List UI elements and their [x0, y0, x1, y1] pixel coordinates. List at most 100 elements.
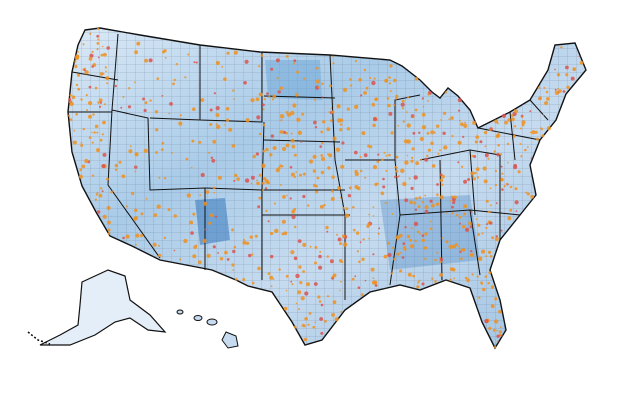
urban-dot	[291, 144, 296, 149]
urban-dot	[208, 221, 212, 225]
urban-dot	[103, 121, 106, 124]
urban-dot	[403, 247, 407, 251]
urban-dot	[521, 120, 526, 125]
urban-dot	[399, 252, 402, 254]
urban-dot	[340, 164, 345, 169]
urban-dot	[472, 120, 477, 125]
urban-dot	[275, 58, 280, 63]
urban-dot	[278, 268, 281, 271]
urban-dot	[302, 194, 306, 199]
urban-dot	[347, 194, 352, 198]
urban-dot	[215, 123, 218, 125]
urban-dot	[461, 248, 466, 252]
urban-dot	[324, 319, 327, 323]
urban-dot	[499, 333, 502, 336]
urban-dot	[277, 90, 281, 94]
urban-dot	[500, 165, 503, 168]
urban-dot	[328, 84, 332, 88]
urban-dot	[496, 340, 499, 343]
urban-dot	[213, 191, 215, 194]
urban-dot	[369, 77, 372, 79]
urban-dot	[199, 194, 202, 197]
urban-dot	[424, 257, 427, 261]
urban-dot	[234, 173, 238, 178]
urban-dot	[197, 260, 202, 265]
urban-dot	[134, 170, 137, 173]
urban-dot	[236, 177, 240, 181]
urban-dot	[382, 177, 385, 181]
urban-dot	[384, 78, 389, 83]
urban-dot	[282, 130, 286, 134]
urban-dot	[294, 225, 297, 229]
urban-dot	[261, 181, 265, 185]
urban-dot	[74, 55, 80, 60]
urban-dot	[279, 86, 284, 90]
urban-dot	[402, 120, 405, 123]
urban-dot	[185, 157, 189, 161]
urban-dot	[179, 114, 182, 117]
urban-dot	[270, 231, 274, 236]
urban-dot	[356, 186, 361, 191]
urban-dot	[246, 241, 250, 245]
urban-dot	[88, 101, 93, 106]
urban-dot	[315, 79, 320, 84]
urban-dot	[264, 187, 268, 190]
urban-dot	[172, 82, 175, 86]
urban-dot	[363, 68, 367, 72]
dark-region	[380, 195, 480, 270]
urban-dot	[429, 220, 432, 223]
urban-dot	[232, 249, 236, 254]
urban-dot	[381, 158, 384, 161]
urban-dot	[496, 152, 500, 157]
urban-dot	[337, 237, 342, 242]
urban-dot	[328, 153, 333, 158]
urban-dot	[96, 210, 101, 214]
urban-dot	[279, 130, 284, 134]
urban-dot	[495, 202, 498, 205]
urban-dot	[579, 61, 584, 65]
urban-dot	[74, 64, 78, 69]
urban-dot	[302, 172, 306, 176]
urban-dot	[142, 97, 146, 101]
urban-dot	[351, 277, 355, 281]
urban-dot	[302, 242, 307, 247]
urban-dot	[98, 193, 103, 198]
urban-dot	[340, 280, 342, 283]
urban-dot	[257, 205, 261, 209]
urban-dot	[463, 212, 467, 216]
urban-dot	[485, 226, 488, 230]
urban-dot	[321, 82, 324, 86]
urban-dot	[250, 175, 255, 180]
urban-dot	[534, 130, 538, 134]
urban-dot	[320, 170, 325, 175]
urban-dot	[487, 157, 490, 160]
urban-dot	[80, 144, 84, 147]
urban-dot	[468, 221, 472, 225]
urban-dot	[298, 130, 301, 133]
urban-dot	[481, 249, 486, 254]
urban-dot	[84, 67, 86, 70]
urban-dot	[332, 273, 337, 278]
urban-dot	[498, 309, 502, 314]
urban-dot	[68, 97, 72, 101]
urban-dot	[389, 90, 392, 93]
urban-dot	[472, 175, 475, 178]
urban-dot	[89, 53, 94, 58]
urban-dot	[292, 103, 297, 108]
urban-dot	[507, 118, 511, 122]
urban-dot	[373, 280, 378, 285]
urban-dot	[88, 85, 92, 89]
urban-dot	[477, 176, 480, 179]
urban-dot	[84, 158, 89, 164]
urban-dot	[69, 118, 73, 121]
urban-dot	[322, 120, 326, 124]
urban-dot	[436, 124, 440, 128]
urban-dot	[82, 43, 85, 46]
urban-dot	[226, 258, 230, 261]
urban-dot	[364, 176, 367, 179]
urban-dot	[97, 38, 100, 41]
urban-dot	[270, 254, 274, 259]
urban-dot	[226, 51, 230, 55]
urban-dot	[258, 92, 263, 97]
urban-dot	[413, 201, 417, 205]
